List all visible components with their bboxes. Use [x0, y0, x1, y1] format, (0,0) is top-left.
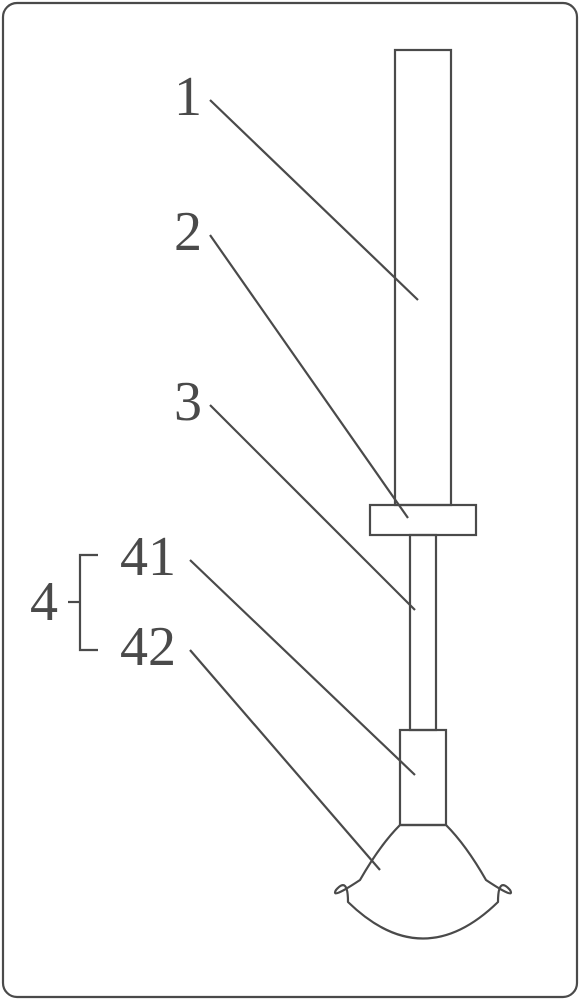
leader-l42: [190, 650, 380, 870]
label-l3: 3: [174, 371, 202, 433]
bracket-4: [80, 555, 98, 650]
part-rod: [410, 535, 436, 730]
leader-l41: [190, 560, 415, 775]
part-blade: [335, 825, 511, 939]
label-l41: 41: [120, 526, 176, 588]
label-l4: 4: [30, 571, 58, 633]
label-l42: 42: [120, 616, 176, 678]
label-l2: 2: [174, 201, 202, 263]
part-socket: [400, 730, 446, 825]
part-handle: [395, 50, 451, 505]
leader-l3: [210, 405, 415, 610]
leader-l2: [210, 235, 408, 518]
leader-l1: [210, 100, 418, 300]
part-crossbar: [370, 505, 476, 535]
label-l1: 1: [174, 66, 202, 128]
